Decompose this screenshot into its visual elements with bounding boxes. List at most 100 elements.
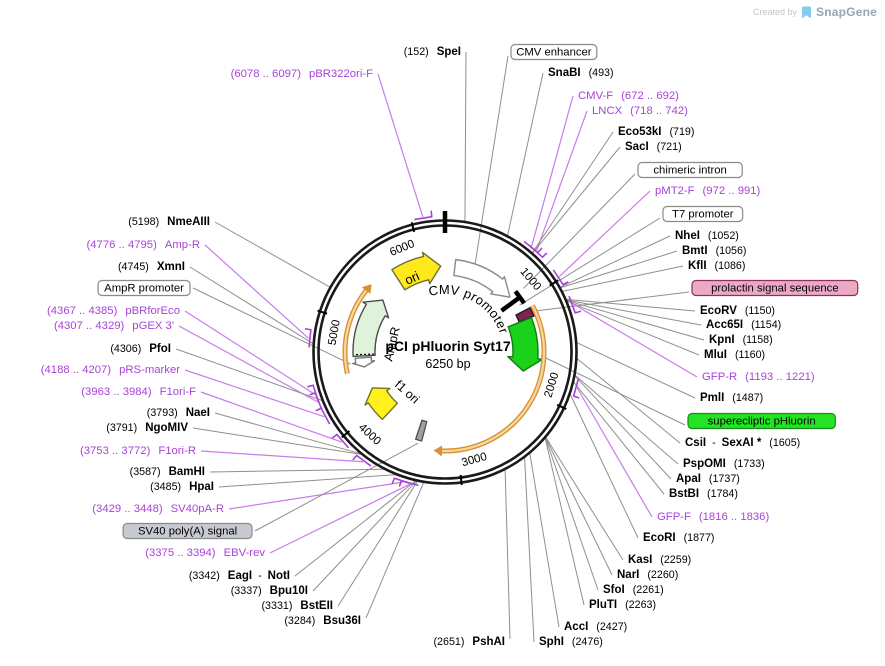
- callout-box-prolactin-signal-label[interactable]: [691, 279, 859, 297]
- callout-box-label: AmpR promoter: [104, 283, 184, 295]
- feature-orf-arrow-left-head: [361, 284, 372, 294]
- feature-superecliptic-phluorin[interactable]: [507, 316, 544, 372]
- callout-acc65i[interactable]: Acc65I (1154): [706, 319, 781, 331]
- callout-labels: CMV enhancer SnaBI (493) CMV-F (672 .. 692) L…: [41, 43, 859, 648]
- primer-hook-pmt2-f: [552, 269, 569, 286]
- callout-snabi[interactable]: SnaBI (493): [548, 67, 614, 79]
- tick-label: 4000: [356, 422, 383, 448]
- feature-cmv-promoter[interactable]: [453, 258, 511, 298]
- callout-gfp-r[interactable]: GFP-R (1193 .. 1221): [702, 371, 815, 383]
- callout-nmeaiii[interactable]: (5198) NmeAIII: [128, 216, 210, 228]
- callout-bamhi[interactable]: (3587) BamHI: [130, 466, 205, 478]
- feature-chimeric-intron-mark[interactable]: [500, 295, 521, 313]
- callout-amp-r[interactable]: (4776 .. 4795) Amp-R: [87, 239, 201, 251]
- callout-bstbi[interactable]: BstBI (1784): [669, 488, 738, 500]
- callout-apai[interactable]: ApaI (1737): [676, 473, 740, 485]
- callout-line-acc65i: [565, 299, 702, 326]
- callout-line-xmni: [189, 266, 315, 345]
- callout-box-t7-promoter[interactable]: [662, 205, 744, 223]
- callout-pbrforeco[interactable]: (4367 .. 4385) pBRforEco: [47, 305, 180, 317]
- callout-ecori[interactable]: EcoRI (1877): [643, 532, 715, 544]
- feature-f1-ori[interactable]: [364, 387, 399, 421]
- callout-sv40pa-r[interactable]: (3429 .. 3448) SV40pA-R: [92, 503, 224, 515]
- callout-line-f1ori-r: [200, 450, 364, 463]
- callout-kpni[interactable]: KpnI (1158): [709, 334, 773, 346]
- primer-hook-f1ori-f: [331, 433, 350, 449]
- feature-prolactin-signal-sequence[interactable]: [515, 306, 535, 323]
- callout-f1ori-r[interactable]: (3753 .. 3772) F1ori-R: [80, 445, 196, 457]
- callout-line-eagi-noti: [294, 479, 417, 577]
- callout-line-gfp-r: [573, 303, 698, 378]
- callout-bpu10i[interactable]: (3337) Bpu10I: [231, 585, 308, 597]
- callout-bsu36i[interactable]: (3284) Bsu36I: [284, 615, 361, 627]
- callout-nhei[interactable]: NheI (1052): [675, 230, 739, 242]
- callout-nari[interactable]: NarI (2260): [617, 569, 678, 581]
- callout-pmt2-f[interactable]: pMT2-F (972 .. 991): [655, 185, 761, 197]
- callout-pmli[interactable]: PmlI (1487): [700, 392, 763, 404]
- callout-pluti[interactable]: PluTI (2263): [589, 599, 656, 611]
- callout-bmti[interactable]: BmtI (1056): [682, 245, 746, 257]
- callout-spei[interactable]: (152) SpeI: [404, 46, 461, 58]
- callout-kasi[interactable]: KasI (2259): [628, 554, 691, 566]
- callout-superecliptic-phluorin-label[interactable]: superecliptic pHluorin: [687, 412, 836, 430]
- callout-eco53ki[interactable]: Eco53kI (719): [618, 126, 694, 138]
- callout-line-pmt2-f: [558, 190, 651, 277]
- callout-prolactin-signal-label[interactable]: prolactin signal sequence: [691, 279, 859, 297]
- callout-ebv-rev[interactable]: (3375 .. 3394) EBV-rev: [145, 547, 265, 559]
- callout-kfli[interactable]: KflI (1086): [688, 260, 745, 272]
- callout-line-acci: [529, 451, 560, 628]
- callout-line-naei: [214, 412, 364, 456]
- plasmid-title: pCI pHluorin Syt17: [385, 338, 510, 354]
- callout-line-chimeric-intron: [523, 173, 636, 289]
- primer-hook-ebv-rev: [398, 479, 419, 487]
- callout-pspomi[interactable]: PspOMI (1733): [683, 458, 765, 470]
- callout-csii-sexai[interactable]: CsiI - SexAI * (1605): [685, 437, 800, 449]
- callout-box-cmv-enhancer[interactable]: [510, 43, 598, 61]
- callout-prs-marker[interactable]: (4188 .. 4207) pRS-marker: [41, 364, 180, 376]
- callout-box-sv40-polya-label[interactable]: [122, 522, 253, 540]
- callout-sv40-polya-label[interactable]: SV40 poly(A) signal: [122, 522, 253, 540]
- callout-line-nari: [544, 436, 613, 576]
- tick-label: 3000: [460, 451, 488, 469]
- callout-f1ori-f[interactable]: (3963 .. 3984) F1ori-F: [81, 386, 196, 398]
- primer-hooks: [304, 210, 582, 487]
- primer-hook-amp-r: [304, 327, 312, 348]
- callout-line-spei: [464, 51, 467, 223]
- callout-acci[interactable]: AccI (2427): [564, 621, 627, 633]
- callout-pshai[interactable]: (2651) PshAI: [434, 636, 506, 648]
- feature-ori[interactable]: [391, 251, 442, 291]
- callout-box-superecliptic-phluorin-label[interactable]: [687, 412, 836, 430]
- callout-lncx[interactable]: LNCX (718 .. 742): [592, 105, 688, 117]
- callout-chimeric-intron[interactable]: chimeric intron: [637, 161, 743, 179]
- callout-ampr-promoter-label[interactable]: AmpR promoter: [97, 279, 191, 297]
- callout-eagi-noti[interactable]: (3342) EagI - NotI: [189, 570, 290, 582]
- callout-box-chimeric-intron[interactable]: [637, 161, 743, 179]
- callout-xmni[interactable]: (4745) XmnI: [118, 261, 185, 273]
- callout-pbr322ori-f[interactable]: (6078 .. 6097) pBR322ori-F: [231, 68, 373, 80]
- callout-line-t7-promoter: [519, 217, 661, 306]
- callout-t7-promoter[interactable]: T7 promoter: [662, 205, 744, 223]
- callout-cmv-f[interactable]: CMV-F (672 .. 692): [578, 90, 679, 102]
- callout-sfoi[interactable]: SfoI (2261): [603, 584, 664, 596]
- callout-line-pshai: [504, 468, 511, 640]
- callout-ngomiv[interactable]: (3791) NgoMIV: [106, 422, 188, 434]
- feature-sv40-polya-signal[interactable]: [414, 419, 428, 442]
- callout-box-ampr-promoter-label[interactable]: [97, 279, 191, 297]
- callout-bsteii[interactable]: (3331) BstEII: [262, 600, 334, 612]
- feature-label-ori: ori: [402, 268, 421, 288]
- callout-ecorv[interactable]: EcoRV (1150): [700, 305, 775, 317]
- callout-cmv-enhancer[interactable]: CMV enhancer: [510, 43, 598, 61]
- callout-pgex-3prime[interactable]: (4307 .. 4329) pGEX 3': [54, 320, 174, 332]
- callout-saci[interactable]: SacI (721): [625, 141, 682, 153]
- callout-gfp-f[interactable]: GFP-F (1816 .. 1836): [657, 511, 769, 523]
- feature-ampr-promoter[interactable]: [352, 356, 376, 368]
- callout-hpai[interactable]: (3485) HpaI: [150, 481, 214, 493]
- callout-mlui[interactable]: MluI (1160): [704, 349, 765, 361]
- callout-pfoi[interactable]: (4306) PfoI: [110, 343, 171, 355]
- feature-ampr[interactable]: [352, 299, 390, 358]
- callout-line-kfli: [561, 265, 684, 293]
- callout-naei[interactable]: (3793) NaeI: [147, 407, 210, 419]
- snapgene-credit: Created by SnapGene: [753, 5, 877, 19]
- callout-line-kasi: [544, 436, 624, 561]
- callout-sphi[interactable]: SphI (2476): [539, 636, 603, 648]
